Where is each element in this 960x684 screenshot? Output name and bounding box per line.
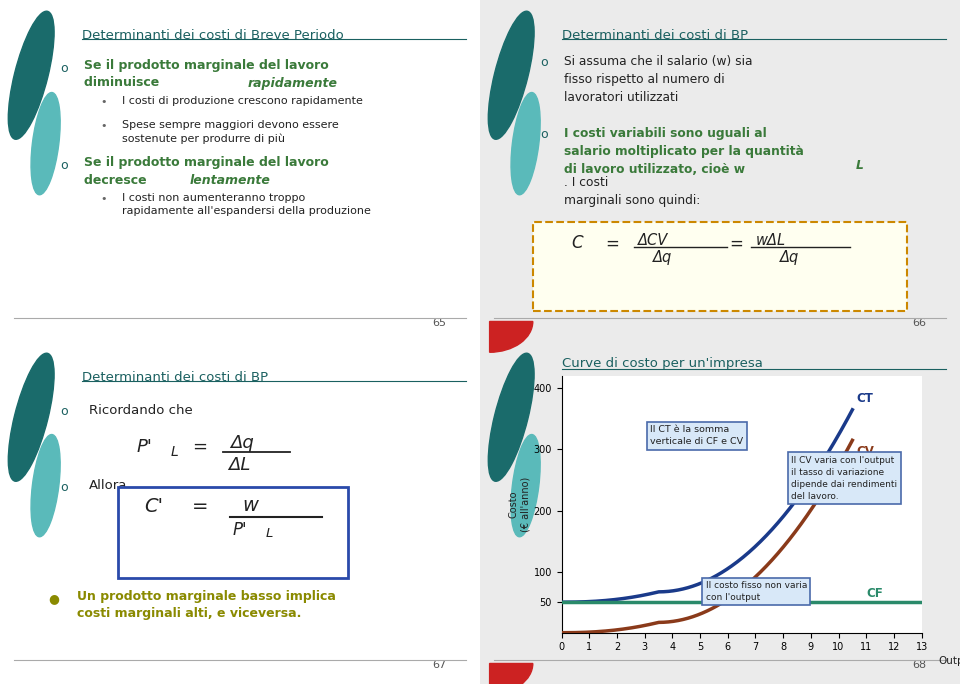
Text: o: o [540, 129, 547, 142]
Ellipse shape [511, 434, 540, 537]
Text: L: L [855, 159, 864, 172]
Wedge shape [490, 663, 533, 684]
Ellipse shape [489, 353, 534, 482]
Text: =: = [192, 497, 208, 516]
Point [225, 513, 236, 521]
Text: o: o [60, 481, 67, 494]
Point [746, 243, 757, 251]
Text: Output: Output [938, 656, 960, 666]
Text: Δq: Δq [780, 250, 800, 265]
Point [284, 448, 296, 456]
Text: Se il prodotto marginale del lavoro
diminuisce: Se il prodotto marginale del lavoro dimi… [84, 59, 328, 90]
Text: 65: 65 [432, 318, 446, 328]
Text: Δq: Δq [653, 250, 672, 265]
Point [722, 243, 733, 251]
Point [217, 448, 229, 456]
Text: L: L [170, 445, 179, 458]
Text: ΔL: ΔL [228, 456, 251, 474]
Text: Determinanti dei costi di Breve Periodo: Determinanti dei costi di Breve Periodo [82, 29, 344, 42]
Text: L: L [265, 527, 273, 540]
Text: Un prodotto marginale basso implica
costi marginali alti, e viceversa.: Un prodotto marginale basso implica cost… [77, 590, 336, 620]
Text: ΔCV: ΔCV [638, 233, 669, 248]
Text: CV: CV [856, 445, 875, 458]
Point [316, 513, 327, 521]
Text: rapidamente: rapidamente [248, 77, 337, 90]
Point [628, 243, 639, 251]
Text: o: o [60, 159, 67, 172]
Point [940, 35, 951, 44]
Wedge shape [490, 321, 533, 352]
Text: 67: 67 [432, 660, 446, 670]
Point [76, 35, 87, 44]
Text: =: = [192, 438, 207, 456]
Text: =: = [730, 234, 743, 252]
Point [556, 365, 567, 373]
Text: ●: ● [48, 592, 59, 605]
Y-axis label: Costo
(€ all'anno): Costo (€ all'anno) [509, 477, 531, 532]
Ellipse shape [489, 11, 534, 140]
Text: I costi variabili sono uguali al
salario moltiplicato per la quantità
di lavoro : I costi variabili sono uguali al salario… [564, 127, 804, 176]
Text: lentamente: lentamente [190, 174, 271, 187]
Point [460, 35, 471, 44]
Text: I costi di produzione crescono rapidamente: I costi di produzione crescono rapidamen… [123, 96, 363, 107]
Point [844, 243, 855, 251]
Text: o: o [60, 62, 67, 75]
Text: Ricordando che: Ricordando che [88, 404, 193, 417]
Text: Curve di costo per un'impresa: Curve di costo per un'impresa [562, 357, 762, 371]
Point [460, 378, 471, 386]
Text: 68: 68 [912, 660, 926, 670]
Ellipse shape [511, 92, 540, 195]
Text: o: o [540, 57, 547, 70]
Ellipse shape [31, 92, 60, 195]
Text: •: • [101, 120, 108, 131]
Text: P': P' [232, 521, 248, 539]
Text: Se il prodotto marginale del lavoro
decresce: Se il prodotto marginale del lavoro decr… [84, 157, 328, 187]
Ellipse shape [9, 353, 54, 482]
Text: •: • [101, 194, 108, 205]
FancyBboxPatch shape [117, 487, 348, 578]
Text: wΔL: wΔL [756, 233, 786, 248]
Text: I costi non aumenteranno troppo
rapidamente all'espandersi della produzione: I costi non aumenteranno troppo rapidame… [123, 194, 372, 216]
Text: •: • [101, 98, 108, 107]
Text: . I costi
marginali sono quindi:: . I costi marginali sono quindi: [564, 176, 700, 207]
Point [556, 35, 567, 44]
Text: Δq: Δq [230, 434, 254, 452]
Text: Il CT è la somma
verticale di CF e CV: Il CT è la somma verticale di CF e CV [650, 425, 743, 446]
Text: CT: CT [856, 392, 874, 405]
Text: =: = [605, 234, 618, 252]
Text: 66: 66 [912, 318, 926, 328]
Point [76, 378, 87, 386]
Text: C: C [571, 234, 583, 252]
Text: Allora: Allora [88, 479, 127, 492]
Text: Determinanti dei costi di BP: Determinanti dei costi di BP [562, 29, 748, 42]
Text: CF: CF [866, 588, 883, 601]
Text: Il CV varia con l'output
il tasso di variazione
dipende dai rendimenti
del lavor: Il CV varia con l'output il tasso di var… [791, 456, 898, 501]
Point [940, 365, 951, 373]
Text: P': P' [136, 438, 153, 456]
Text: Si assuma che il salario (w) sia
fisso rispetto al numero di
lavoratori utilizza: Si assuma che il salario (w) sia fisso r… [564, 55, 753, 104]
Ellipse shape [31, 434, 60, 537]
Text: Determinanti dei costi di BP: Determinanti dei costi di BP [82, 371, 268, 384]
Text: o: o [60, 405, 67, 419]
Text: Il costo fisso non varia
con l'output: Il costo fisso non varia con l'output [706, 581, 807, 602]
Ellipse shape [9, 11, 54, 140]
Text: Spese sempre maggiori devono essere
sostenute per produrre di più: Spese sempre maggiori devono essere sost… [123, 120, 339, 144]
FancyBboxPatch shape [533, 222, 907, 311]
Text: w: w [242, 496, 258, 515]
Text: C': C' [144, 497, 163, 516]
